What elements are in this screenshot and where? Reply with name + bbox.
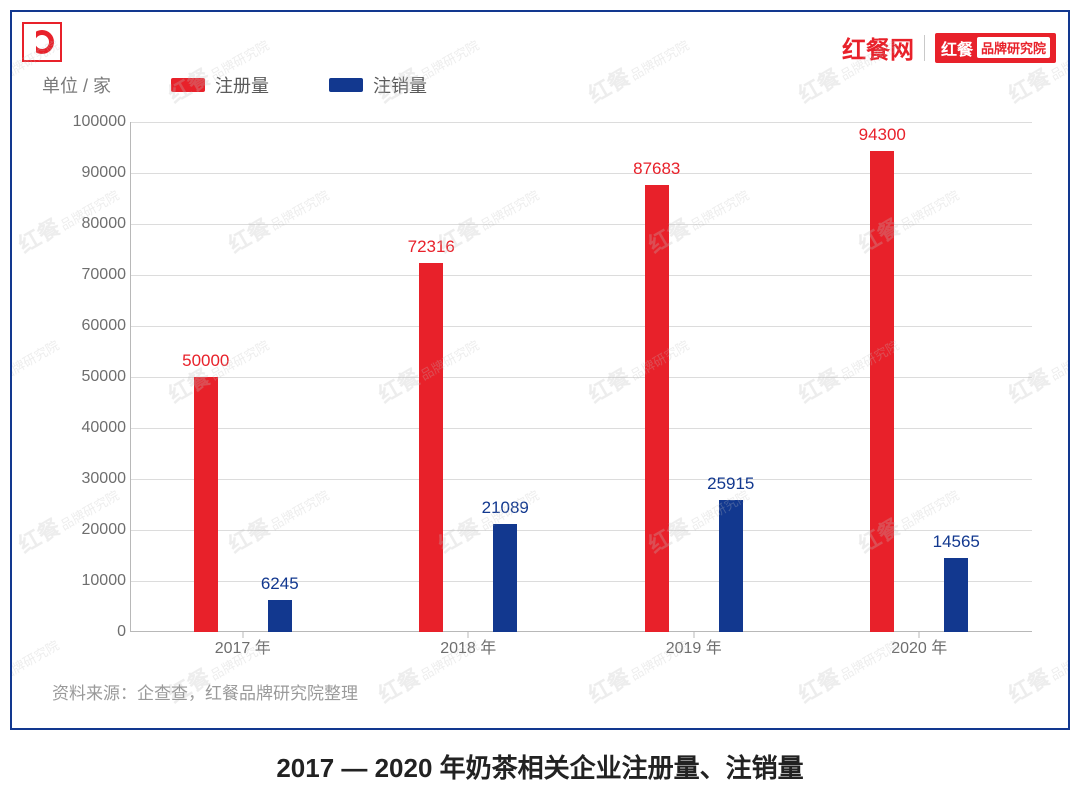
gridline xyxy=(131,173,1032,174)
y-tick-label: 50000 xyxy=(46,369,126,385)
gridline xyxy=(131,275,1032,276)
bar-registrations xyxy=(419,263,443,632)
watermark-text: 红餐品牌研究院 xyxy=(1061,176,1068,259)
bar-cancellations xyxy=(944,558,968,632)
x-tick-label: 2020 年 xyxy=(891,634,947,658)
bar-label-cancellations: 25915 xyxy=(707,474,754,494)
y-tick-label: 80000 xyxy=(46,216,126,232)
y-tick-label: 90000 xyxy=(46,165,126,181)
y-tick-label: 0 xyxy=(46,624,126,640)
x-tick-label: 2018 年 xyxy=(440,634,496,658)
gridline xyxy=(131,428,1032,429)
publisher-logo-small xyxy=(22,22,62,62)
x-tick-label: 2017 年 xyxy=(215,634,271,658)
chart-frame: 红餐网 红餐 品牌研究院 单位 / 家 注册量 注销量 0 10000 20000 3… xyxy=(10,10,1070,730)
gridline xyxy=(131,122,1032,123)
bar-label-registrations: 50000 xyxy=(182,351,229,371)
brand-2-name: 红餐 xyxy=(941,36,973,60)
y-tick-label: 60000 xyxy=(46,318,126,334)
unit-label: 单位 / 家 xyxy=(42,72,111,98)
y-tick-label: 70000 xyxy=(46,267,126,283)
y-tick-label: 30000 xyxy=(46,471,126,487)
legend-label-registrations: 注册量 xyxy=(215,72,269,98)
bar-registrations xyxy=(870,151,894,632)
y-tick-label: 40000 xyxy=(46,420,126,436)
gridline xyxy=(131,377,1032,378)
legend-item-registrations: 注册量 xyxy=(171,72,269,98)
y-tick-label: 100000 xyxy=(46,114,126,130)
gridline xyxy=(131,326,1032,327)
bar-registrations xyxy=(645,185,669,632)
legend-label-cancellations: 注销量 xyxy=(373,72,427,98)
y-tick-label: 10000 xyxy=(46,573,126,589)
gridline xyxy=(131,530,1032,531)
brand-logo-2: 红餐 品牌研究院 xyxy=(935,33,1056,63)
bar-label-registrations: 94300 xyxy=(859,125,906,145)
x-tick-label: 2019 年 xyxy=(666,634,722,658)
brand-divider xyxy=(924,35,925,61)
gridline xyxy=(131,479,1032,480)
y-tick-label: 20000 xyxy=(46,522,126,538)
brand-2-subtitle: 品牌研究院 xyxy=(977,37,1050,58)
brand-logo-1: 红餐网 xyxy=(842,30,914,65)
bar-label-cancellations: 6245 xyxy=(261,574,299,594)
bar-label-registrations: 72316 xyxy=(408,237,455,257)
bar-registrations xyxy=(194,377,218,632)
watermark-text: 红餐品牌研究院 xyxy=(1061,476,1068,559)
legend-swatch-cancellations xyxy=(329,78,363,92)
chart-title: 2017 — 2020 年奶茶相关企业注册量、注销量 xyxy=(0,748,1080,785)
plot-area xyxy=(130,122,1032,632)
bar-cancellations xyxy=(268,600,292,632)
legend-item-cancellations: 注销量 xyxy=(329,72,427,98)
bar-cancellations xyxy=(719,500,743,632)
bar-label-cancellations: 14565 xyxy=(933,532,980,552)
branding-block: 红餐网 红餐 品牌研究院 xyxy=(842,30,1056,65)
bar-cancellations xyxy=(493,524,517,632)
legend-row: 单位 / 家 注册量 注销量 xyxy=(42,74,427,96)
bar-label-cancellations: 21089 xyxy=(482,498,529,518)
bar-chart: 0 10000 20000 30000 40000 50000 60000 70000 8000… xyxy=(42,122,1042,662)
source-note: 资料来源：企查查，红餐品牌研究院整理 xyxy=(52,679,358,704)
bar-label-registrations: 87683 xyxy=(633,159,680,179)
watermark-text: 红餐品牌研究院 xyxy=(581,26,693,109)
legend-swatch-registrations xyxy=(171,78,205,92)
gridline xyxy=(131,224,1032,225)
